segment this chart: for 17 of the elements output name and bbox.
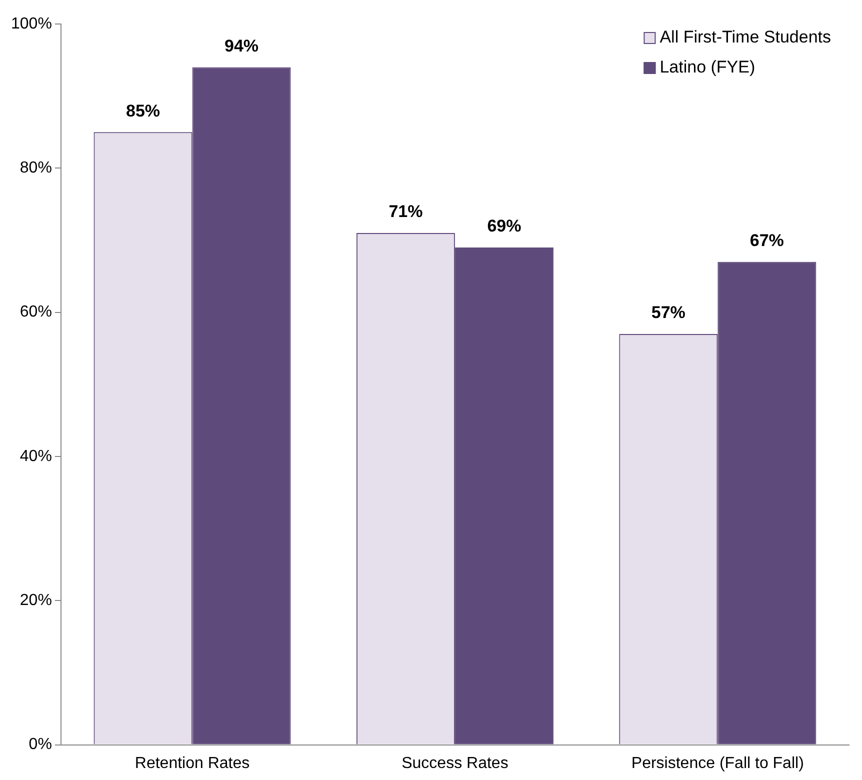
y-tick-label: 20% [20, 592, 52, 610]
legend-label: All First-Time Students [660, 28, 831, 47]
x-tick-label: Persistence (Fall to Fall) [631, 754, 804, 772]
data-label: 85% [126, 101, 160, 120]
data-label: 69% [487, 216, 522, 236]
y-tick-label: 60% [20, 304, 52, 321]
data-label: 94% [224, 36, 259, 56]
data-label: 71% [388, 202, 423, 222]
y-tick-label: 40% [20, 448, 52, 465]
x-tick-label: Success Rates [402, 754, 508, 772]
legend-label: Latino (FYE) [660, 58, 756, 77]
x-tick-label: Retention Rates [134, 754, 250, 772]
y-tick-label: 80% [20, 160, 52, 177]
data-label: 57% [651, 303, 686, 322]
data-label: 67% [750, 231, 784, 250]
y-tick-label: 0% [28, 736, 52, 754]
y-tick-label: 100% [11, 15, 52, 32]
